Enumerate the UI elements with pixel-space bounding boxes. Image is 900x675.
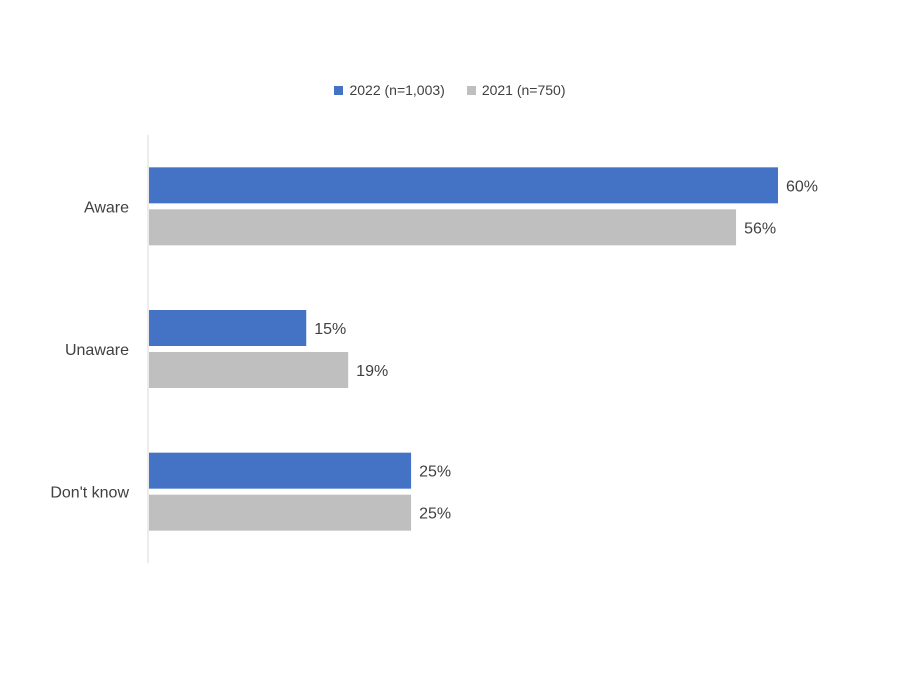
bar-unaware-2021 [149, 352, 349, 388]
bar-unaware-2022 [149, 310, 307, 346]
data-label-unaware-2022: 15% [314, 321, 346, 338]
legend-swatch-2021 [466, 85, 476, 95]
data-label-don-t-know-2022: 25% [419, 464, 451, 481]
bar-don-t-know-2021 [149, 494, 412, 531]
legend: 2022 (n=1,003) 2021 (n=750) [0, 82, 900, 98]
bar-aware-2021 [149, 209, 737, 246]
category-label-unaware: Unaware [65, 342, 129, 359]
bar-don-t-know-2022 [149, 452, 412, 489]
legend-label-2021: 2021 (n=750) [481, 82, 566, 98]
category-label-aware: Aware [84, 199, 129, 216]
legend-swatch-2022 [334, 85, 344, 95]
data-label-don-t-know-2021: 25% [419, 506, 451, 523]
category-label-don-t-know: Don't know [50, 485, 129, 502]
legend-item-2022: 2022 (n=1,003) [334, 82, 445, 98]
data-label-aware-2021: 56% [744, 220, 776, 237]
legend-item-2021: 2021 (n=750) [466, 82, 566, 98]
legend-label-2022: 2022 (n=1,003) [349, 82, 445, 98]
bar-aware-2022 [149, 167, 778, 204]
data-label-unaware-2021: 19% [356, 363, 388, 380]
data-label-aware-2022: 60% [786, 178, 818, 195]
